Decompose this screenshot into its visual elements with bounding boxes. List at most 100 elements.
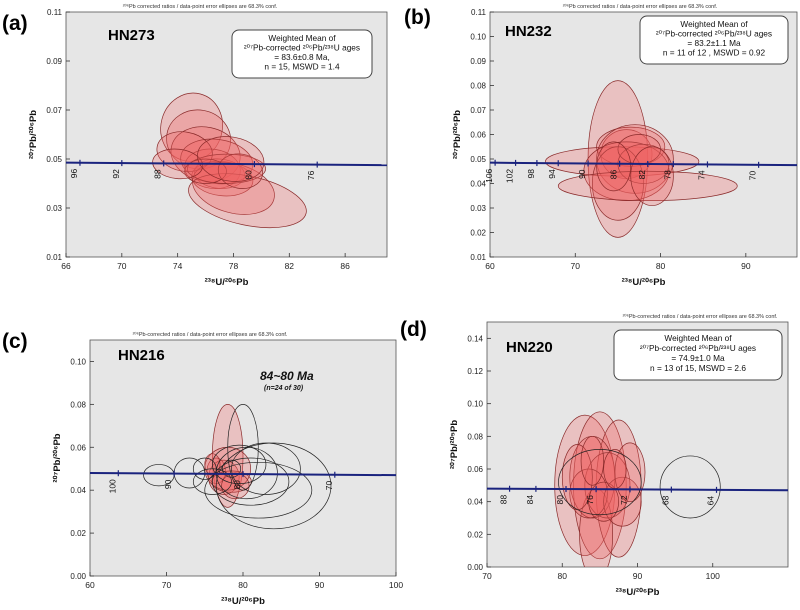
y-tick-label: 0.07 <box>46 106 62 115</box>
weighted-mean-line: = 83.6±0.8 Ma, <box>274 52 330 62</box>
error-ellipse <box>614 442 646 503</box>
age-tick-label: 80 <box>232 480 242 490</box>
age-range-annotation: 84~80 Ma <box>260 369 314 383</box>
error-ellipse <box>192 468 232 495</box>
panel-hn216: ²⁰⁶Pb-corrected ratios / data-point erro… <box>2 330 403 607</box>
x-tick-label: 60 <box>485 261 495 271</box>
x-tick-label: 100 <box>706 571 720 581</box>
y-tick-label: 0.00 <box>70 572 86 581</box>
y-tick-label: 0.01 <box>470 253 486 262</box>
panel-header-note: ²⁰⁶Pb corrected ratios / data-point erro… <box>123 3 278 10</box>
age-tick-label: 70 <box>748 171 758 181</box>
x-tick-label: 90 <box>741 261 751 271</box>
error-ellipse <box>217 153 263 189</box>
y-tick-label: 0.02 <box>470 229 486 238</box>
age-tick-label: 92 <box>111 169 121 179</box>
y-tick-label: 0.11 <box>471 8 487 17</box>
y-tick-label: 0.08 <box>470 82 486 91</box>
error-ellipse <box>659 455 721 519</box>
panel-label: (c) <box>2 330 28 353</box>
panel-header-note: ²⁰⁶Pb-corrected ratios / data-point erro… <box>133 331 288 338</box>
y-tick-label: 0.09 <box>470 57 486 66</box>
x-tick-label: 80 <box>656 261 666 271</box>
weighted-mean-line: Weighted Mean of <box>680 19 748 29</box>
y-tick-label: 0.04 <box>470 180 486 189</box>
error-ellipse <box>596 141 632 192</box>
x-tick-label: 80 <box>238 580 248 590</box>
error-ellipse <box>221 472 250 500</box>
y-tick-label: 0.12 <box>467 367 483 376</box>
x-axis-label: ²³⁸U/²⁰⁶Pb <box>622 277 666 288</box>
sample-name: HN220 <box>506 339 553 356</box>
age-tick-label: 82 <box>637 170 647 180</box>
age-tick-label: 86 <box>609 169 619 179</box>
x-tick-label: 78 <box>229 261 239 271</box>
x-tick-label: 90 <box>315 580 325 590</box>
error-ellipse <box>204 461 313 519</box>
age-tick-label: 80 <box>243 170 253 180</box>
age-tick-label: 88 <box>153 169 163 179</box>
weighted-mean-line: n = 13 of 15, MSWD = 2.6 <box>650 363 746 373</box>
y-axis-label: ²⁰⁷Pb/²⁰⁶Pb <box>52 433 63 482</box>
y-tick-label: 0.10 <box>70 357 86 366</box>
weighted-mean-line: ²⁰⁷Pb-corrected ²⁰⁶Pb/²³⁸U ages <box>640 343 756 353</box>
sample-name: HN273 <box>108 27 155 44</box>
weighted-mean-box <box>231 29 373 79</box>
error-ellipse <box>184 148 241 189</box>
panel-header-note: ²⁰⁶Pb-corrected ratios / data-point erro… <box>623 313 778 320</box>
concordia-line <box>486 487 789 492</box>
age-tick-label: 70 <box>324 480 334 490</box>
x-tick-label: 70 <box>482 571 492 581</box>
y-tick-label: 0.04 <box>70 486 86 495</box>
age-tick-label: 78 <box>662 170 672 180</box>
y-tick-label: 0.11 <box>47 8 63 17</box>
x-tick-label: 86 <box>340 261 350 271</box>
error-ellipses <box>545 80 738 238</box>
weighted-mean-line: = 83.2±1.1 Ma <box>687 38 741 48</box>
error-ellipse <box>212 457 290 506</box>
error-ellipses <box>143 404 332 530</box>
error-ellipse <box>166 109 231 170</box>
y-axis-label: ²⁰⁷Pb/²⁰⁶Pb <box>452 110 463 159</box>
x-tick-label: 100 <box>389 580 403 590</box>
y-tick-label: 0.09 <box>46 57 62 66</box>
age-tick-label: 76 <box>585 495 595 505</box>
weighted-mean-box <box>613 329 783 381</box>
error-ellipse <box>558 449 642 516</box>
age-tick-label: 76 <box>306 170 316 180</box>
y-tick-label: 0.05 <box>470 155 486 164</box>
age-tick-label: 84 <box>525 495 535 505</box>
y-tick-label: 0.04 <box>467 498 483 507</box>
age-tick-label: 64 <box>706 496 716 506</box>
x-tick-label: 66 <box>61 261 71 271</box>
y-tick-label: 0.10 <box>467 400 483 409</box>
weighted-mean-box <box>639 15 789 65</box>
weighted-mean-line: ²⁰⁷Pb-corrected ²⁰⁶Pb/²³⁸U ages <box>244 43 360 53</box>
error-ellipse <box>583 141 670 202</box>
panel-label: (d) <box>400 318 427 341</box>
error-ellipse <box>212 444 267 485</box>
panel-label: (a) <box>2 12 28 35</box>
error-ellipse <box>569 468 608 519</box>
error-ellipse <box>160 92 223 162</box>
y-tick-label: 0.02 <box>70 529 86 538</box>
age-tick-label: 72 <box>619 495 629 505</box>
y-tick-label: 0.06 <box>470 131 486 140</box>
weighted-mean-line: Weighted Mean of <box>268 33 336 43</box>
x-tick-label: 60 <box>85 580 95 590</box>
y-tick-label: 0.03 <box>470 204 486 213</box>
age-tick-label: 68 <box>660 495 670 505</box>
error-ellipse <box>557 170 738 201</box>
x-tick-label: 74 <box>173 261 183 271</box>
y-tick-label: 0.03 <box>46 204 62 213</box>
x-tick-label: 70 <box>117 261 127 271</box>
y-tick-label: 0.08 <box>467 432 483 441</box>
y-axis-label: ²⁰⁷Pb/²⁰⁶Pb <box>28 110 39 159</box>
weighted-mean-line: ²⁰⁷Pb-corrected ²⁰⁶Pb/²³⁸U ages <box>656 29 772 39</box>
age-tick-label: 94 <box>547 169 557 179</box>
y-tick-label: 0.10 <box>470 33 486 42</box>
weighted-mean-line: Weighted Mean of <box>664 333 732 343</box>
y-tick-label: 0.05 <box>46 155 62 164</box>
panel-hn232: ²⁰⁶Pb corrected ratios / data-point erro… <box>404 3 798 288</box>
